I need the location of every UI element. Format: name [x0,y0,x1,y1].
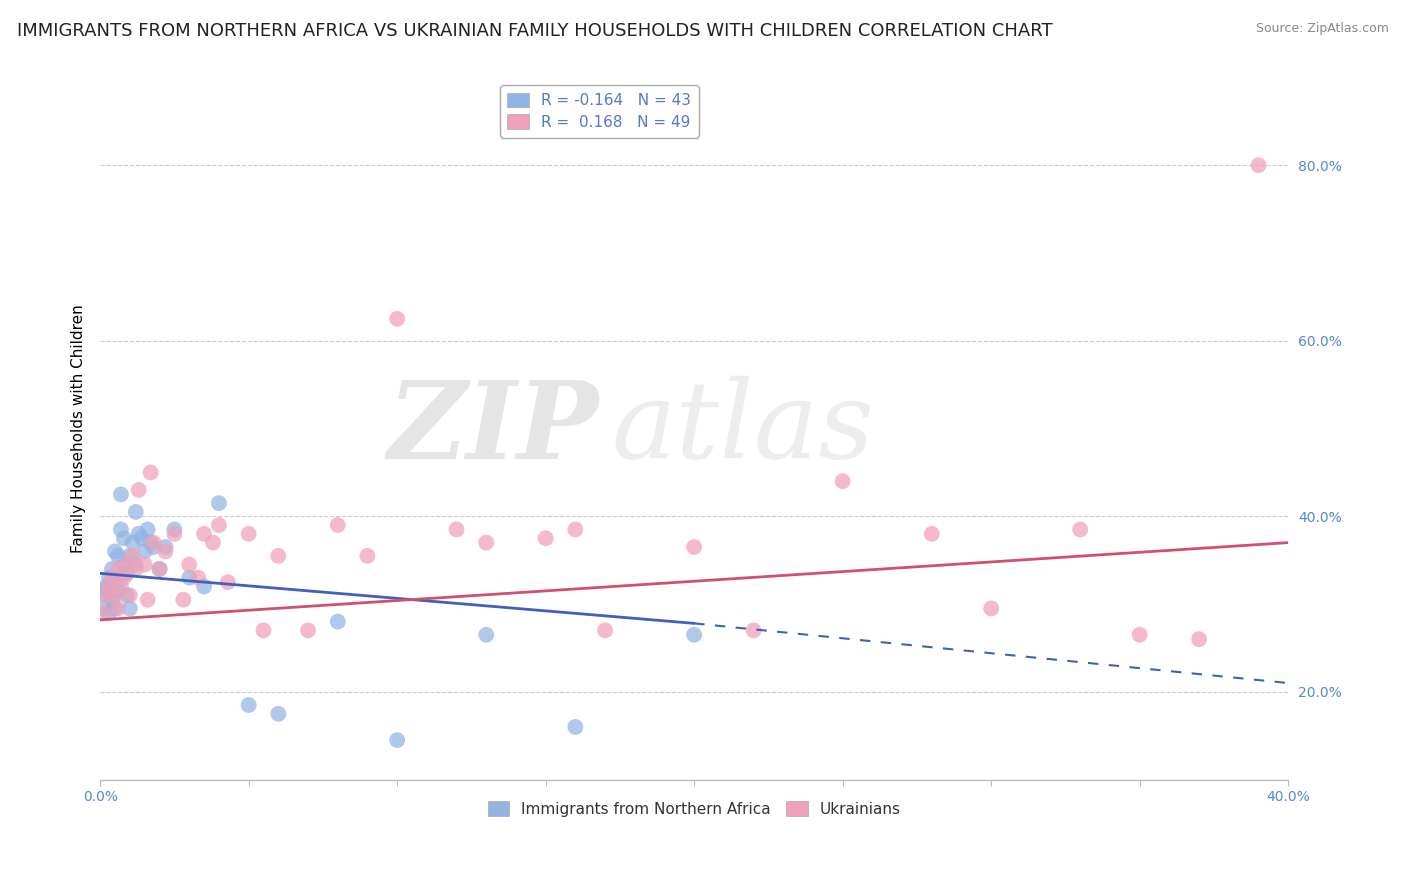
Point [128,483,150,497]
Point [107,583,129,598]
Point [94,588,117,602]
Point [201,535,224,549]
Point [252,624,274,638]
Point [193,526,215,541]
Point [163,526,186,541]
Point [104,544,127,558]
Text: IMMIGRANTS FROM NORTHERN AFRICA VS UKRAINIAN FAMILY HOUSEHOLDS WITH CHILDREN COR: IMMIGRANTS FROM NORTHERN AFRICA VS UKRAI… [17,22,1053,40]
Point [98,571,121,585]
Point [107,562,129,576]
Point [121,535,143,549]
Point [136,592,159,607]
Point [148,562,170,576]
Point [104,588,127,602]
Point [139,466,162,480]
Point [1129,628,1152,642]
Point [142,540,165,554]
Point [101,592,124,607]
Point [172,592,194,607]
Point [125,562,148,576]
Point [112,558,135,572]
Point [1069,523,1091,537]
Point [125,558,148,572]
Point [98,606,121,620]
Point [139,535,162,549]
Point [356,549,378,563]
Point [98,580,121,594]
Point [385,733,408,747]
Point [921,526,943,541]
Point [118,549,141,563]
Point [564,720,586,734]
Point [1188,632,1211,647]
Point [128,526,150,541]
Point [385,311,408,326]
Point [193,580,215,594]
Point [91,606,114,620]
Point [121,549,143,563]
Point [94,580,117,594]
Point [475,628,498,642]
Point [107,549,129,563]
Point [179,558,201,572]
Point [1247,158,1270,172]
Point [110,523,132,537]
Point [446,523,468,537]
Point [101,562,124,576]
Point [148,562,170,576]
Point [91,601,114,615]
Point [208,496,231,510]
Point [831,474,853,488]
Point [475,535,498,549]
Point [142,535,165,549]
Y-axis label: Family Households with Children: Family Households with Children [72,304,86,553]
Point [112,531,135,545]
Point [94,588,117,602]
Point [238,698,260,712]
Point [101,571,124,585]
Point [163,523,186,537]
Point [115,566,138,581]
Point [112,571,135,585]
Point [118,588,141,602]
Point [136,523,159,537]
Point [267,706,290,721]
Point [326,615,349,629]
Point [238,526,260,541]
Legend: Immigrants from Northern Africa, Ukrainians: Immigrants from Northern Africa, Ukraini… [479,794,908,824]
Point [118,601,141,615]
Point [131,531,153,545]
Point [267,549,290,563]
Point [593,624,616,638]
Point [155,540,177,554]
Point [110,580,132,594]
Point [104,601,127,615]
Point [683,628,706,642]
Text: ZIP: ZIP [388,376,599,482]
Point [683,540,706,554]
Point [115,558,138,572]
Point [534,531,557,545]
Point [134,544,156,558]
Point [104,575,127,590]
Point [980,601,1002,615]
Point [115,588,138,602]
Point [125,505,148,519]
Point [91,583,114,598]
Point [326,518,349,533]
Point [297,624,319,638]
Point [155,544,177,558]
Text: Source: ZipAtlas.com: Source: ZipAtlas.com [1256,22,1389,36]
Point [107,601,129,615]
Point [217,575,239,590]
Point [742,624,765,638]
Point [134,558,156,572]
Point [208,518,231,533]
Point [564,523,586,537]
Text: atlas: atlas [612,376,875,481]
Point [110,487,132,501]
Point [179,571,201,585]
Point [187,571,209,585]
